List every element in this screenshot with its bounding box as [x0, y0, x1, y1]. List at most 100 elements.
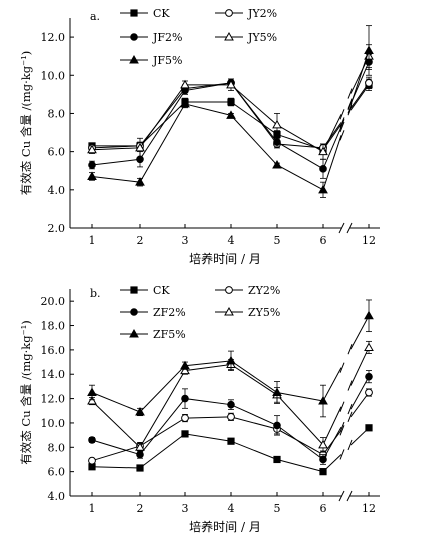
series-line-segment	[322, 122, 342, 149]
legend-label: JY5%	[247, 31, 277, 44]
x-axis-title: 培养时间 / 月	[189, 251, 261, 266]
data-point	[181, 394, 189, 403]
y-axis-title: 有效态 Cu 含量 /(mg·kg⁻¹)	[19, 320, 33, 464]
legend-label: ZY2%	[248, 284, 280, 297]
y-tick-label: 8.0	[48, 107, 66, 120]
x-tick-label: 2	[137, 502, 144, 515]
legend-entry: JY2%	[215, 7, 277, 20]
line-break-mark	[339, 130, 345, 141]
x-tick-label: 12	[362, 234, 376, 247]
legend-label: ZF2%	[153, 306, 186, 319]
data-point	[318, 146, 328, 156]
series-line-segment	[322, 126, 342, 170]
y-tick-label: 6.0	[48, 466, 66, 479]
y-tick-label: 14.0	[41, 368, 66, 381]
legend: CK ZY2% ZF2% ZY5% ZF5%	[120, 284, 280, 341]
data-point	[365, 372, 373, 381]
y-tick-label: 16.0	[41, 344, 66, 357]
data-point	[180, 360, 190, 370]
legend-marker	[225, 286, 233, 294]
data-point	[365, 424, 373, 432]
data-point	[226, 79, 236, 89]
line-break-mark	[347, 105, 353, 116]
line-break-mark	[339, 425, 345, 436]
legend-entry: ZF5%	[120, 328, 186, 341]
data-point	[226, 110, 236, 119]
x-tick-label: 1	[89, 234, 96, 247]
line-break-mark	[339, 117, 345, 128]
line-break-mark	[347, 403, 353, 415]
legend-label: JF2%	[152, 31, 183, 44]
line-break-mark	[347, 439, 353, 451]
data-point	[135, 406, 145, 416]
legend-label: CK	[153, 284, 170, 297]
line-break-mark	[347, 88, 353, 99]
series-CK	[88, 424, 373, 476]
data-point	[135, 177, 145, 186]
line-break-mark	[347, 380, 353, 391]
legend-entry: JF5%	[120, 54, 183, 67]
axis-break-mark	[338, 222, 345, 234]
series-line-segment	[322, 406, 342, 446]
legend-entry: JF2%	[120, 31, 183, 44]
data-point	[135, 142, 145, 152]
series-line-segment	[350, 82, 370, 109]
x-tick-label: 3	[182, 502, 189, 515]
legend-entry: CK	[120, 7, 170, 20]
x-tick-label: 6	[320, 502, 327, 515]
x-tick-label: 4	[228, 502, 235, 515]
data-point	[181, 414, 189, 422]
series-line	[91, 82, 324, 170]
panel-label: b.	[90, 287, 101, 300]
data-point	[180, 98, 190, 108]
chart-panel-2: 4.06.08.010.012.014.016.018.020.01 2 3 4 5 6 1…	[19, 284, 380, 534]
data-point	[227, 98, 235, 106]
legend-marker	[224, 31, 234, 41]
y-tick-label: 10.0	[41, 69, 66, 82]
data-point	[364, 342, 374, 351]
legend-entry: ZF2%	[120, 306, 186, 319]
x-tick-label: 3	[182, 234, 189, 247]
legend-marker	[130, 286, 138, 294]
data-point	[88, 436, 96, 444]
line-break-mark	[347, 343, 353, 355]
data-point	[227, 412, 235, 421]
legend-entry: ZY5%	[215, 306, 280, 319]
data-point	[181, 430, 189, 438]
legend-marker	[130, 308, 138, 316]
line-break-mark	[347, 99, 353, 111]
series-line	[91, 433, 324, 473]
data-point	[273, 455, 281, 464]
data-point	[318, 184, 328, 194]
data-point	[180, 79, 190, 89]
data-point	[318, 439, 328, 449]
x-tick-label: 12	[362, 502, 376, 515]
data-point	[87, 171, 97, 180]
x-axis-title: 培养时间 / 月	[189, 519, 261, 534]
y-axis-title: 有效态 Cu 含量 /(mg·kg⁻¹)	[19, 51, 33, 195]
series-line-segment	[350, 50, 370, 106]
data-point	[319, 455, 327, 464]
line-break-mark	[339, 362, 345, 373]
y-tick-label: 8.0	[48, 441, 66, 454]
legend-label: ZF5%	[153, 328, 186, 341]
y-tick-label: 4.0	[48, 184, 66, 197]
panel-label: a.	[90, 10, 100, 23]
data-point	[272, 159, 282, 169]
legend-label: JY2%	[247, 7, 277, 20]
data-point	[226, 355, 236, 365]
y-tick-label: 10.0	[41, 417, 66, 430]
line-break-mark	[339, 401, 345, 412]
data-point	[364, 45, 374, 54]
line-break-mark	[339, 109, 345, 120]
series-line-segment	[322, 135, 342, 190]
series-line-segment	[350, 55, 370, 94]
series-line-segment	[322, 367, 342, 402]
series-line-segment	[350, 315, 370, 350]
y-tick-label: 4.0	[48, 490, 66, 503]
line-break-mark	[339, 121, 345, 133]
data-point	[272, 387, 282, 396]
data-point	[227, 400, 235, 409]
